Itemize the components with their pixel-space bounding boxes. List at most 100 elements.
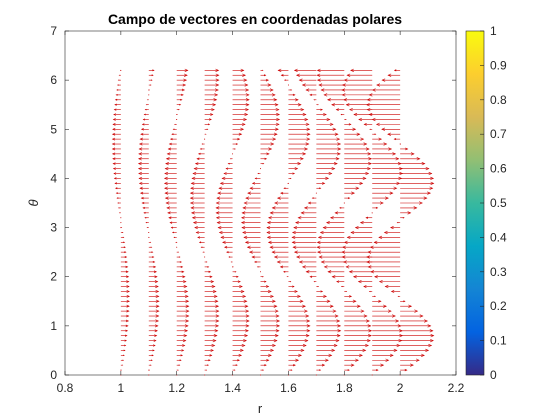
vector-arrow: [340, 285, 345, 288]
vector-arrow: [120, 231, 124, 234]
vector-arrow: [204, 309, 220, 313]
vector-arrow: [148, 349, 155, 352]
vector-arrow: [148, 359, 153, 361]
x-tick-label: 1.8: [336, 381, 353, 395]
vector-arrow: [139, 137, 149, 141]
vector-arrow: [400, 166, 430, 171]
vector-arrow: [400, 171, 433, 176]
vector-arrow: [204, 338, 217, 343]
vector-arrow: [288, 334, 310, 338]
vector-arrow: [400, 343, 433, 348]
vector-arrow: [288, 127, 311, 131]
vector-arrow: [260, 93, 276, 97]
vector-arrow: [204, 88, 219, 92]
vector-arrow: [316, 324, 342, 328]
vector-arrow: [232, 369, 236, 371]
vector-arrow: [288, 142, 310, 146]
vector-arrow: [176, 114, 178, 116]
colorbar-tick-label: 0.1: [490, 334, 507, 348]
vector-arrow: [112, 127, 121, 131]
vector-arrow: [245, 196, 261, 200]
vector-arrow: [232, 112, 249, 117]
vector-arrow: [204, 374, 206, 376]
vector-arrow: [387, 132, 401, 136]
vector-arrow: [228, 256, 233, 258]
vector-arrow: [260, 348, 275, 353]
vector-arrow: [113, 172, 121, 175]
vector-arrow: [148, 334, 158, 338]
vector-arrow: [232, 280, 241, 283]
vector-arrow: [232, 304, 249, 308]
vector-arrow: [368, 93, 401, 97]
vector-arrow: [344, 186, 360, 190]
vector-arrow: [313, 99, 317, 101]
vector-arrow: [232, 314, 250, 318]
vector-arrow: [288, 358, 300, 362]
vector-arrow: [204, 364, 210, 366]
vector-arrow: [232, 353, 243, 357]
vector-arrow: [232, 83, 249, 87]
vector-arrow: [316, 290, 324, 293]
colorbar-tick-label: 0.3: [490, 265, 507, 279]
vector-arrow: [316, 353, 333, 357]
vector-arrow: [217, 191, 233, 195]
vector-arrow: [163, 181, 177, 185]
vector-arrow: [232, 289, 245, 294]
chart-title: Campo de vectores en coordenadas polares: [108, 11, 402, 27]
vector-arrow: [176, 83, 187, 87]
vector-arrow: [222, 240, 233, 244]
vector-arrow: [393, 69, 401, 72]
vector-arrow: [120, 369, 122, 371]
vector-arrow: [400, 157, 421, 161]
vector-arrow: [371, 212, 373, 214]
vector-arrow: [288, 98, 299, 102]
vector-arrow: [204, 289, 217, 294]
vector-arrow: [232, 137, 241, 141]
vector-arrow: [204, 261, 208, 263]
vector-field: [111, 68, 435, 376]
vector-arrow: [141, 123, 149, 126]
vector-arrow: [176, 78, 188, 82]
vector-arrow: [176, 334, 188, 338]
vector-arrow: [120, 319, 130, 323]
vector-arrow: [112, 118, 121, 121]
vector-arrow: [189, 191, 205, 195]
vector-arrow: [260, 369, 265, 371]
vector-arrow: [176, 349, 185, 352]
vector-arrow: [176, 319, 190, 323]
vector-arrow: [268, 216, 289, 220]
vector-arrow: [276, 260, 289, 264]
vector-arrow: [191, 176, 205, 181]
vector-arrow: [260, 98, 278, 102]
vector-arrow: [120, 256, 128, 259]
vector-arrow: [288, 353, 302, 357]
vector-arrow: [204, 329, 219, 333]
vector-arrow: [190, 211, 205, 215]
vector-arrow: [220, 235, 233, 240]
vector-arrow: [204, 343, 216, 348]
vector-arrow: [344, 309, 365, 313]
vector-arrow: [176, 73, 188, 77]
vector-arrow: [344, 132, 361, 136]
vector-arrow: [257, 172, 261, 175]
vector-arrow: [316, 286, 320, 288]
vector-arrow: [204, 314, 220, 318]
vector-arrow: [260, 168, 261, 170]
vector-arrow: [198, 241, 205, 244]
vector-arrow: [366, 98, 401, 102]
vector-arrow: [316, 329, 342, 333]
vector-arrow: [117, 207, 121, 209]
vector-arrow: [367, 250, 401, 254]
vector-arrow: [260, 112, 280, 117]
vector-arrow: [204, 113, 214, 116]
y-tick-label: 1: [50, 319, 57, 333]
vector-arrow: [148, 275, 158, 279]
vector-arrow: [148, 344, 156, 347]
vector-arrow: [400, 191, 431, 195]
vector-arrow: [297, 216, 317, 220]
vector-arrow: [400, 216, 405, 219]
vector-arrow: [176, 261, 182, 263]
vector-arrow: [216, 221, 233, 225]
vector-arrow: [400, 358, 420, 362]
vector-arrow: [232, 299, 248, 303]
